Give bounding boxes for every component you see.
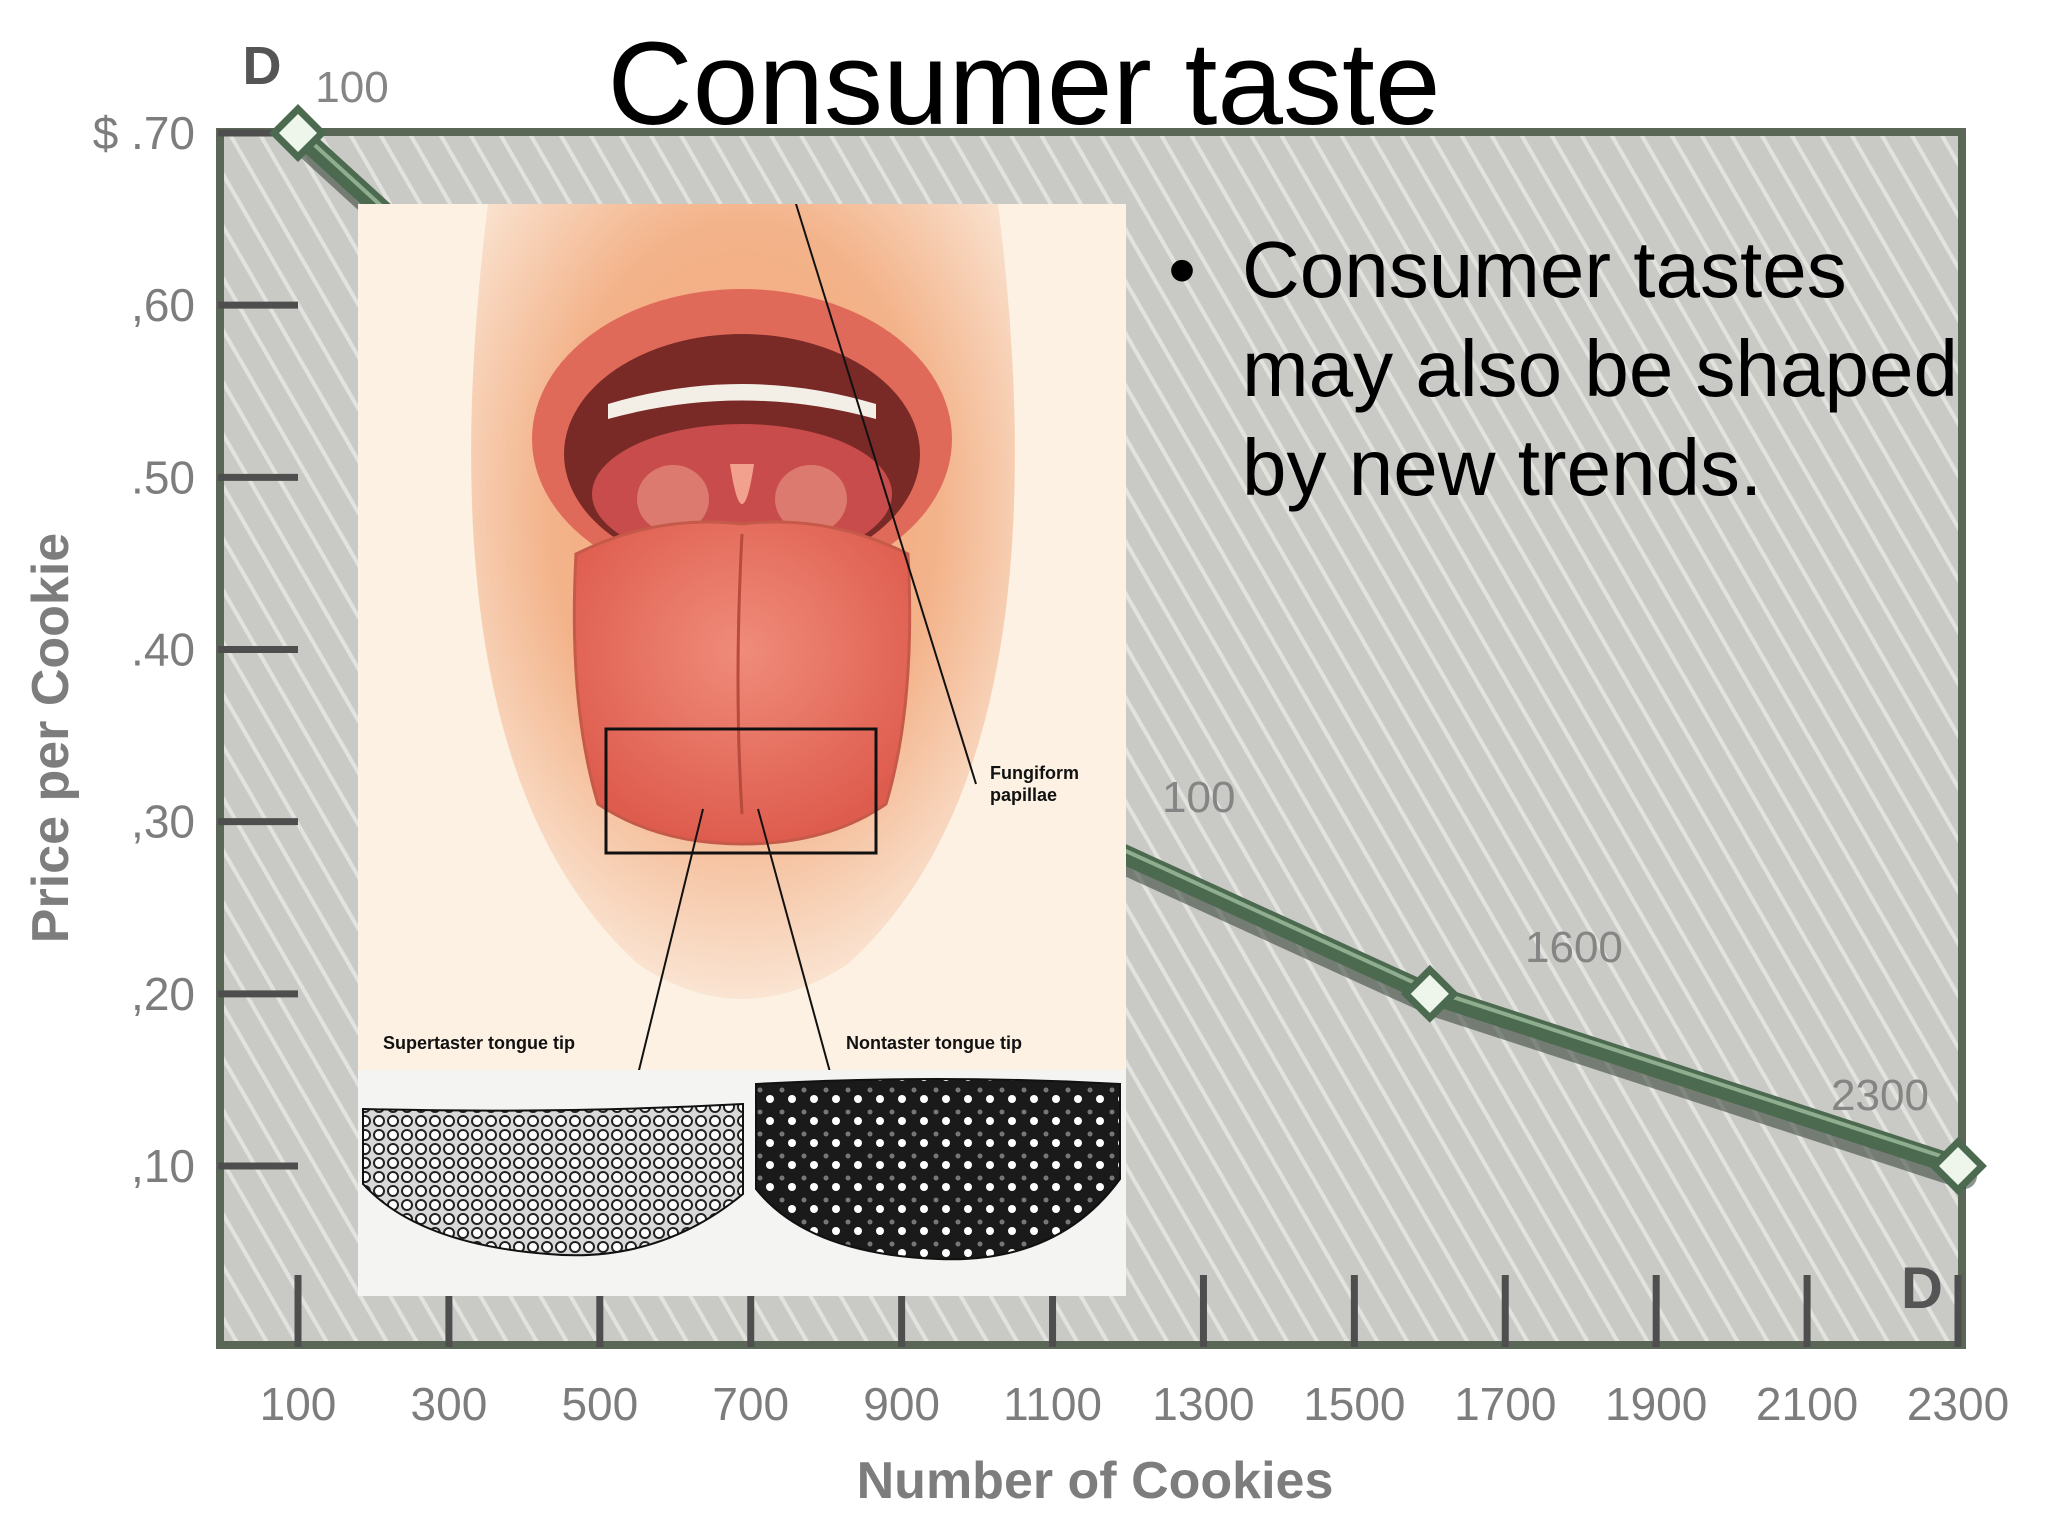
y-tick-label: ,30 [131,796,195,848]
mouth [532,289,952,589]
data-point-marker [269,104,327,162]
bullet-dot: • [1168,225,1197,314]
y-tick-label: .50 [131,451,195,503]
slide-title: Consumer taste [607,18,1441,150]
x-tick-label: 1300 [1152,1378,1254,1430]
y-tick-label: ,60 [131,279,195,331]
fungiform-leader-line [795,204,977,785]
y-axis-ticks: ,10 ,20 ,30 .40 .50 ,60 $ .70 [93,107,298,1192]
y-axis-label: Price per Cookie [22,533,80,943]
tongue-median-groove [736,533,744,815]
supertaster-label: Supertaster tongue tip [383,1033,575,1053]
supertaster-micrograph [362,1102,744,1257]
x-tick-label: 500 [561,1378,638,1430]
y-tick-label: .40 [131,624,195,676]
bullet-item: • Consumer tastes may also be shaped by … [1160,220,2020,518]
x-tick-label: 2100 [1756,1378,1858,1430]
demand-curve-label-top: D [243,36,282,96]
nontaster-label: Nontaster tongue tip [846,1033,1022,1053]
demand-curve-label-bottom: D [1901,1256,1943,1321]
data-point-label: 100 [1162,773,1235,822]
x-tick-label: 900 [863,1378,940,1430]
x-tick-label: 1900 [1605,1378,1707,1430]
data-point-label: 2300 [1831,1071,1929,1120]
bullet-list: • Consumer tastes may also be shaped by … [1160,220,2020,518]
x-tick-label: 1100 [1003,1378,1102,1430]
fungiform-label-1: Fungiform [990,763,1079,783]
tongue-tip-callout-box [604,727,878,855]
y-tick-label: ,20 [131,968,195,1020]
x-tick-label: 1700 [1454,1378,1556,1430]
bullet-text: Consumer tastes may also be shaped by ne… [1242,225,1959,513]
nontaster-micrograph [755,1078,1121,1261]
x-tick-label: 2300 [1907,1378,2009,1430]
x-tick-label: 300 [411,1378,488,1430]
fungiform-label-2: papillae [990,785,1057,805]
data-point-marker [1929,1137,1987,1195]
data-point-label: 1600 [1525,923,1623,972]
x-tick-label: 1500 [1303,1378,1405,1430]
data-point-marker [1400,964,1459,1023]
data-point-label: 100 [315,63,388,112]
x-tick-label: 100 [260,1378,337,1430]
y-tick-label: ,10 [131,1140,195,1192]
nontaster-leader-line [757,808,837,1095]
y-tick-label: $ .70 [93,107,195,159]
x-axis-ticks: 100 300 500 700 900 1100 1300 1500 1700 1900 2100 2… [260,1275,2009,1430]
tongue-illustration: Fungiform papillae Supertaster tongue ti… [358,204,1126,1296]
tongue [572,520,912,846]
x-tick-label: 700 [712,1378,789,1430]
x-axis-label: Number of Cookies [857,1452,1334,1510]
